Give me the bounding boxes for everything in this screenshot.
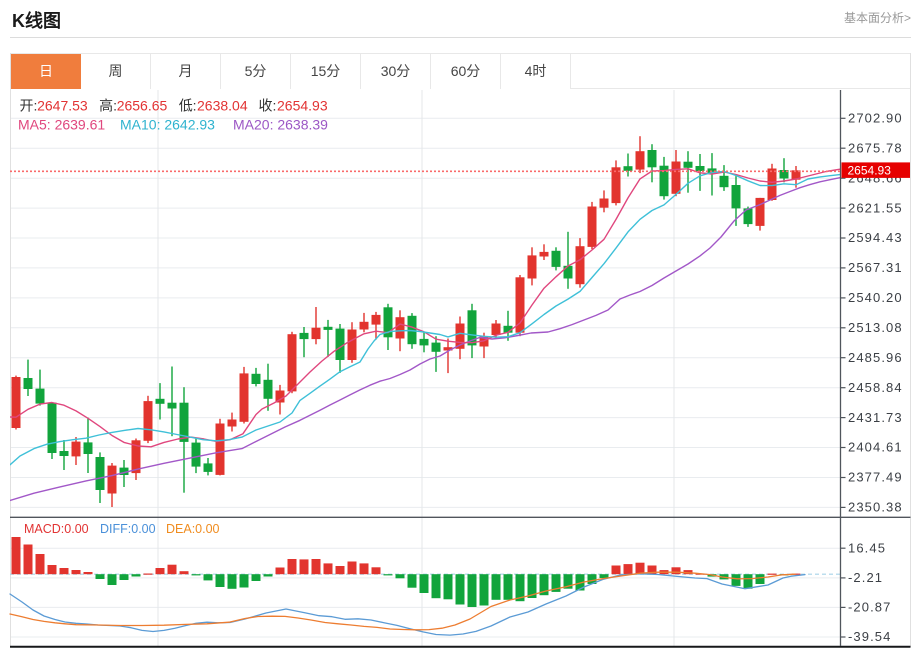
svg-text:MACD:0.00: MACD:0.00 [24,522,89,536]
svg-text:MA10: 2642.93: MA10: 2642.93 [120,117,215,133]
svg-text:-20.87: -20.87 [848,600,891,615]
svg-text:2638.04: 2638.04 [197,98,248,114]
svg-text:低:: 低: [179,98,197,114]
svg-text:2540.20: 2540.20 [848,290,903,305]
svg-text:2404.61: 2404.61 [848,440,903,455]
svg-text:2621.55: 2621.55 [848,200,903,215]
svg-text:-39.54: -39.54 [848,629,891,644]
svg-text:2513.08: 2513.08 [848,320,903,335]
svg-text:16.45: 16.45 [848,540,886,555]
svg-text:2702.90: 2702.90 [848,111,903,126]
svg-text:DIFF:0.00: DIFF:0.00 [100,522,156,536]
svg-text:-2.21: -2.21 [848,570,883,585]
svg-text:2350.38: 2350.38 [848,500,903,515]
svg-text:2485.96: 2485.96 [848,350,903,365]
svg-text:2567.31: 2567.31 [848,260,903,275]
svg-text:2458.84: 2458.84 [848,380,903,395]
svg-text:开:: 开: [20,98,38,114]
svg-text:收:: 收: [259,98,277,114]
svg-text:DEA:0.00: DEA:0.00 [166,522,220,536]
svg-text:2656.65: 2656.65 [117,98,168,114]
svg-text:MA5: 2639.61: MA5: 2639.61 [18,117,105,133]
svg-text:高:: 高: [99,98,117,114]
svg-text:MA20: 2638.39: MA20: 2638.39 [233,117,328,133]
svg-text:2594.43: 2594.43 [848,230,903,245]
svg-text:2377.49: 2377.49 [848,470,903,485]
svg-text:2654.93: 2654.93 [277,98,328,114]
svg-text:2431.73: 2431.73 [848,410,903,425]
svg-text:2675.78: 2675.78 [848,140,903,155]
svg-text:2654.93: 2654.93 [848,163,892,177]
svg-text:2647.53: 2647.53 [37,98,88,114]
